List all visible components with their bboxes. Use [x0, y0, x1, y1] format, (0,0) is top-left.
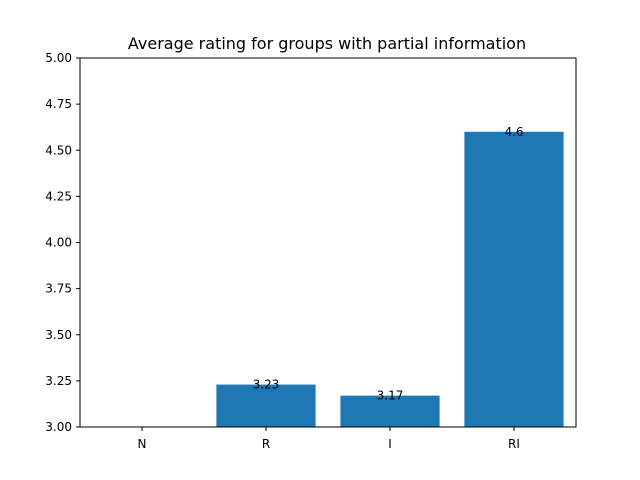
y-tick-label: 4.50 — [45, 143, 72, 157]
data-label-ri: 4.6 — [504, 125, 523, 139]
y-tick-label: 4.25 — [45, 189, 72, 203]
data-labels-group: 3.23 3.17 4.6 — [253, 125, 524, 403]
y-tick-label: 5.00 — [45, 51, 72, 65]
x-tick-label: R — [262, 437, 270, 451]
bars-group — [216, 131, 564, 428]
y-tick-label: 4.75 — [45, 97, 72, 111]
y-tick-label: 3.25 — [45, 374, 72, 388]
bar-r — [216, 384, 316, 427]
x-tick-label: N — [138, 437, 147, 451]
chart-title: Average rating for groups with partial i… — [128, 34, 526, 53]
data-label-r: 3.23 — [253, 378, 280, 392]
bar-ri — [464, 131, 564, 428]
x-tick-label: I — [388, 437, 392, 451]
y-tick-label: 3.50 — [45, 328, 72, 342]
data-label-i: 3.17 — [377, 389, 404, 403]
y-tick-label: 3.75 — [45, 282, 72, 296]
plot-frame — [79, 57, 577, 428]
bar-i — [340, 395, 440, 427]
y-tick-label: 3.00 — [45, 420, 72, 434]
x-axis: N R I RI — [138, 427, 520, 451]
y-tick-label: 4.00 — [45, 236, 72, 250]
x-tick-label: RI — [508, 437, 520, 451]
y-axis: 3.00 3.25 3.50 3.75 4.00 4.25 4.50 4.75 5.00 — [45, 51, 80, 434]
